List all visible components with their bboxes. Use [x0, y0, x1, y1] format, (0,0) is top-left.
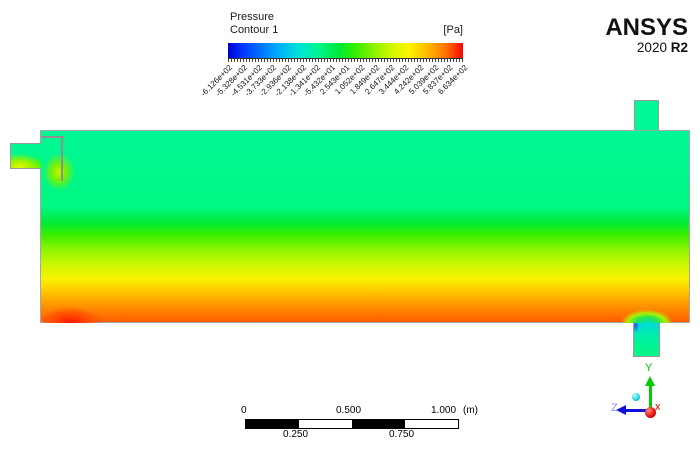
x-axis-ball-icon — [645, 407, 656, 418]
colorbar-tick-label: 1.052e+02 — [333, 63, 367, 97]
baffle-wall-horizontal — [41, 136, 64, 138]
colorbar-tick-label: 4.242e+02 — [392, 63, 426, 97]
colorbar — [228, 43, 463, 59]
contour-domain[interactable] — [40, 130, 690, 323]
ansys-version-text: 2020 R2 — [636, 40, 688, 55]
colorbar-tick-label: 1.849e+02 — [347, 63, 382, 97]
colorbar-tick-label: 5.039e+02 — [406, 63, 440, 97]
baffle-wall-vertical — [61, 136, 63, 181]
colorbar-tick-label: -5.328e+02 — [213, 63, 250, 99]
colorbar-tick-label: -4.531e+02 — [228, 63, 264, 99]
colorbar-tick-comb — [228, 59, 464, 62]
z-axis-label: Z — [611, 402, 618, 414]
ansys-logo: ANSYS 2020 R2 — [605, 14, 688, 56]
ansys-brand-text: ANSYS — [605, 14, 688, 41]
legend-title: Pressure — [230, 11, 275, 23]
y-axis-label: Y — [645, 362, 653, 374]
z-axis-arrowhead-icon — [616, 405, 626, 415]
legend-subtitle: Contour 1 — [230, 24, 279, 36]
colorbar-tick-label: 6.634e+02 — [436, 63, 470, 97]
scale-label-0500: 0.500 — [336, 405, 362, 416]
colorbar-tick-label: -6.126e+02 — [199, 63, 235, 99]
colorbar-tick-label: 2.647e+02 — [362, 63, 396, 97]
inlet-stub — [10, 143, 41, 169]
scale-label-0750: 0.750 — [389, 429, 415, 440]
colorbar-tick-label: -2.138e+02 — [272, 63, 308, 99]
colorbar-tick-label: -3.733e+02 — [243, 63, 279, 99]
inlet-jet-blob — [43, 153, 75, 191]
scale-label-1000: 1.000 — [431, 405, 457, 416]
y-axis-arrow — [649, 384, 652, 413]
colorbar-tick-label: 2.543e+01 — [318, 63, 352, 97]
outlet-suction-fan — [618, 308, 676, 323]
axis-triad[interactable]: Y Z X — [605, 360, 685, 422]
high-pressure-hotspot — [44, 307, 102, 323]
colorbar-tick-label: -2.936e+02 — [257, 63, 294, 99]
x-axis-label: X — [655, 403, 661, 412]
scale-label-0: 0 — [241, 405, 247, 416]
axis-ball-icon — [632, 393, 640, 401]
z-axis-arrow — [625, 408, 651, 412]
colorbar-tick-label: 5.837e+02 — [421, 63, 455, 97]
outlet-stub-bottom — [633, 323, 660, 357]
scale-bar — [245, 419, 459, 429]
legend-units-label: [Pa] — [443, 24, 463, 36]
colorbar-tick-label: -1.341e+02 — [287, 63, 323, 99]
colorbar-tick-label: -5.432e+01 — [302, 63, 338, 99]
colorbar-tick-label: 3.444e+02 — [377, 63, 411, 97]
y-axis-arrowhead-icon — [645, 376, 655, 386]
outlet-stub-top — [634, 100, 659, 130]
scale-unit-label: (m) — [463, 405, 478, 416]
scale-label-0250: 0.250 — [283, 429, 309, 440]
